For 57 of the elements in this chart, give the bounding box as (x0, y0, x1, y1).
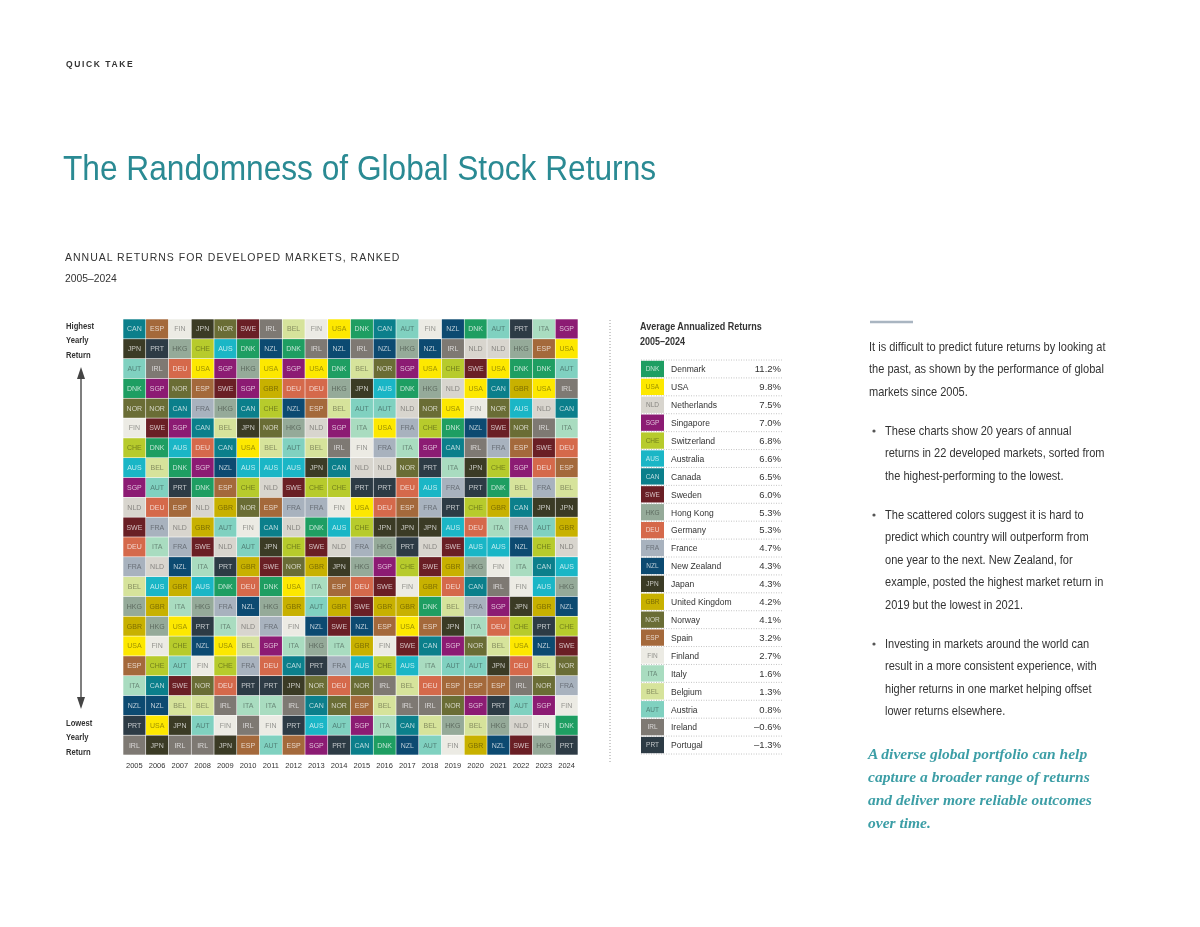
category-label: Germany (671, 525, 707, 536)
data-label: 4.3% (759, 560, 782, 572)
text: The scattered colors suggest it is hard to predict which country will outperform from one year to the next. New Zealand, for example, posted the highest market return in 2019 but the lowest in 2021. (885, 507, 1104, 613)
data-label: 5.3% (759, 524, 782, 536)
category-label: Hong Kong (671, 507, 714, 518)
category-label: Finland (671, 650, 699, 661)
category-label: Singapore (671, 417, 710, 429)
text: Lowest Yearly Return (66, 717, 93, 758)
category-label: Italy (671, 668, 687, 679)
data-label: 7.5% (759, 399, 782, 411)
data-label: 6.6% (759, 452, 782, 464)
category-label: New Zealand (671, 560, 722, 572)
text: 2005–2024 (65, 271, 117, 285)
data-label: 3.2% (759, 631, 782, 643)
category-label: France (671, 542, 698, 554)
text: Average Annualized Returns (640, 320, 762, 333)
category-label: Canada (671, 471, 701, 482)
category-label: Sweden (671, 489, 702, 500)
text: These charts show 20 years of annual returns in 22 developed markets, sorted from the highest-performing to the lowest. (885, 423, 1105, 484)
data-label: 7.0% (759, 417, 782, 429)
data-label: 1.6% (759, 667, 782, 679)
text: Highest Yearly Return (66, 320, 95, 361)
text: QUICK TAKE (66, 59, 135, 69)
data-label: –0.6% (754, 721, 782, 733)
data-label: 4.2% (759, 596, 782, 608)
text: A diverse global portfolio can help capture a broader range of returns and deliver more reliable outcomes over time. (867, 744, 1092, 831)
chart-title: The Randomness of Global Stock Returns (63, 147, 657, 188)
category-label: Austria (671, 704, 698, 715)
category-label: Denmark (671, 363, 706, 375)
category-label: Switzerland (671, 435, 716, 447)
category-label: Australia (671, 453, 705, 464)
category-label: Netherlands (671, 399, 717, 411)
text: It is difficult to predict future returns by looking at the past, as shown by the performance of global markets since 2005. (869, 339, 1107, 400)
data-label: 4.1% (759, 614, 782, 626)
data-label: 2.7% (759, 649, 782, 661)
data-label: 5.3% (759, 506, 782, 518)
data-label: 4.7% (759, 542, 782, 554)
data-label: 6.5% (759, 470, 782, 482)
category-label: United Kingdom (671, 596, 732, 608)
category-label: Norway (671, 614, 700, 626)
data-label: 6.8% (759, 434, 782, 446)
data-label: 6.0% (759, 488, 782, 500)
data-label: 9.8% (759, 381, 782, 393)
category-label: Ireland (671, 722, 698, 733)
data-label: –1.3% (754, 739, 782, 751)
text: Investing in markets around the world can result in a more consistent experience, with higher returns in one market helping offset lower returns elsewhere. (885, 636, 1097, 719)
category-label: Spain (671, 632, 693, 644)
data-label: 11.2% (754, 363, 782, 375)
data-label: 0.8% (759, 703, 782, 715)
category-label: Japan (671, 578, 695, 590)
category-label: USA (671, 381, 689, 393)
data-label: 4.3% (759, 578, 782, 590)
data-label: 1.3% (759, 685, 782, 697)
chart-subtitle: ANNUAL RETURNS FOR DEVELOPED MARKETS, RANKED (65, 251, 401, 263)
category-label: Belgium (671, 686, 702, 697)
category-label: Portugal (671, 739, 703, 751)
text: 2005–2024 (640, 335, 686, 348)
